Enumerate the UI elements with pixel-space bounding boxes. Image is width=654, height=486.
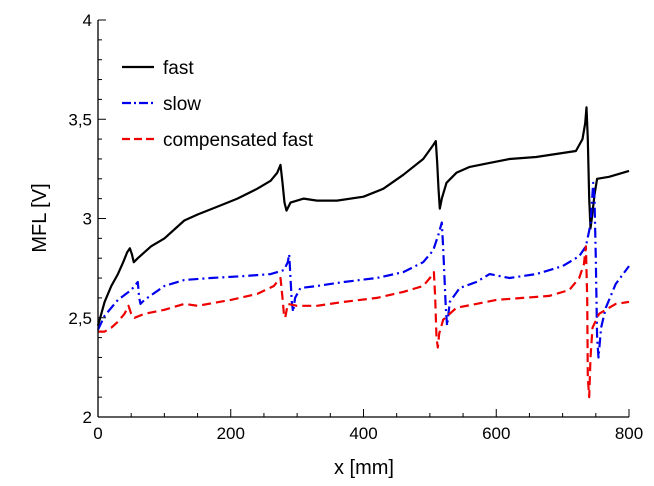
y-tick-label: 4 [83, 11, 92, 30]
legend: fast slow compensated fast [122, 58, 314, 151]
x-tick-label: 200 [217, 424, 245, 443]
y-tick-label: 2,5 [68, 309, 92, 328]
x-tick-label: 800 [615, 424, 643, 443]
x-tick-label: 600 [482, 424, 510, 443]
ticks-layer: 0 200 400 600 800 2 2,5 3 3,5 4 [68, 11, 643, 443]
y-tick-label: 2 [83, 408, 92, 427]
series-line-2 [97, 181, 630, 359]
x-tick-label: 0 [93, 424, 102, 443]
series-line-3 [98, 245, 630, 399]
legend-label-1: fast [163, 58, 194, 79]
legend-label-2: slow [163, 94, 201, 115]
series-layer [96, 106, 630, 399]
plot-background [98, 20, 629, 417]
legend-label-3: compensated fast [163, 130, 314, 151]
series-line-1 [96, 106, 630, 326]
x-tick-label: 400 [349, 424, 377, 443]
y-axis-title: MFL [V] [29, 183, 51, 252]
y-tick-label: 3,5 [68, 110, 92, 129]
x-axis-title: x [mm] [334, 457, 394, 479]
y-tick-label: 3 [83, 210, 92, 229]
